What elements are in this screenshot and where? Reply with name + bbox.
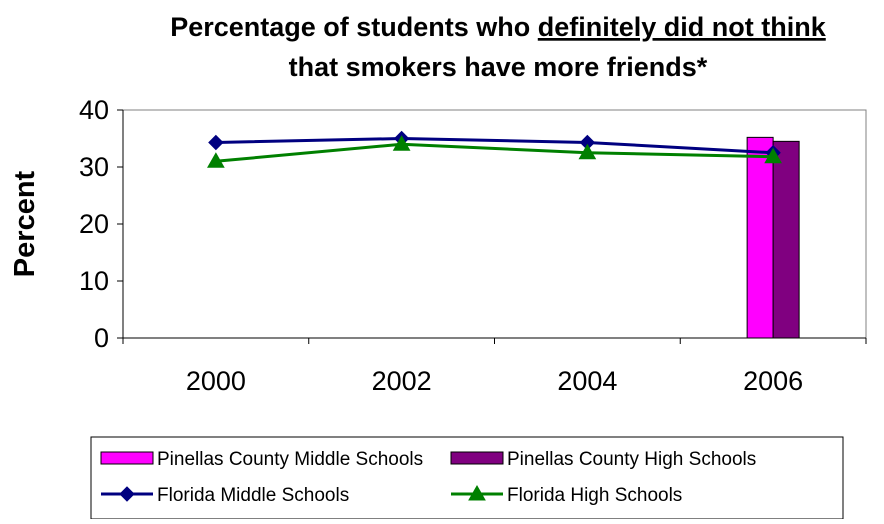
- line-point: [764, 147, 782, 164]
- legend-box: [90, 436, 844, 520]
- y-tick-label: 0: [94, 323, 109, 353]
- chart-title-line: Percentage of students who definitely di…: [170, 12, 827, 42]
- line-point: [119, 486, 135, 502]
- series-line: [215, 142, 774, 163]
- line-point: [207, 152, 225, 168]
- line-point: [392, 135, 411, 151]
- legend-swatch: [450, 451, 504, 465]
- y-tick-label: 10: [79, 266, 109, 296]
- y-tick-label: 40: [79, 95, 109, 125]
- bar: [746, 136, 774, 339]
- legend-label: Pinellas County High Schools: [507, 449, 756, 470]
- legend-swatch: [100, 451, 154, 465]
- legend: Pinellas County Middle Schools Pinellas C…: [90, 436, 844, 520]
- y-tick-label: 20: [79, 209, 109, 239]
- plot-area: 0 10 20 30 40 2000 2002 2004 2006 Percent: [9, 95, 867, 396]
- chart-title-part: definitely did not think: [538, 12, 827, 42]
- line-point: [578, 143, 597, 160]
- y-tick-label: 30: [79, 152, 109, 182]
- line-point: [468, 484, 486, 501]
- x-tick-label: 2000: [186, 366, 246, 396]
- x-tick-label: 2002: [372, 366, 432, 396]
- x-tick-label: 2006: [743, 366, 803, 396]
- chart-title-line: that smokers have more friends*: [289, 52, 708, 82]
- line-point: [208, 134, 224, 151]
- legend-label: Pinellas County Middle Schools: [157, 449, 423, 470]
- x-tick-label: 2004: [557, 366, 617, 396]
- legend-label: Florida High Schools: [507, 485, 682, 506]
- bar: [772, 140, 800, 339]
- chart-title-part: that smokers have more friends*: [289, 52, 708, 82]
- chart-title: Percentage of students who definitely di…: [170, 12, 827, 82]
- y-axis-label: Percent: [9, 170, 41, 277]
- chart-title-part: Percentage of students who: [170, 12, 538, 42]
- legend-label: Florida Middle Schools: [157, 485, 349, 506]
- series-line: [215, 136, 774, 155]
